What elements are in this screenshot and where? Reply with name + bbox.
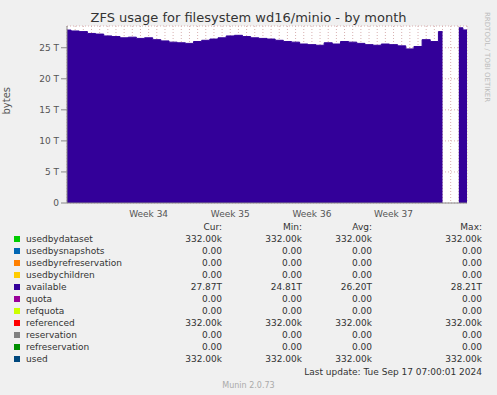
html-text:332.00k: 332.00k bbox=[185, 234, 222, 244]
html-text:Cur:: Cur: bbox=[203, 222, 222, 232]
svg-text:Week 34: Week 34 bbox=[129, 209, 168, 219]
html-text:0.00: 0.00 bbox=[352, 294, 372, 304]
html-text:0.00: 0.00 bbox=[352, 246, 372, 256]
html-text:usedbyrefreservation: usedbyrefreservation bbox=[26, 258, 122, 268]
html-text:0.00: 0.00 bbox=[462, 330, 482, 340]
html-text:0.00: 0.00 bbox=[352, 306, 372, 316]
svg-text:5 T: 5 T bbox=[45, 167, 60, 177]
html-text:0.00: 0.00 bbox=[462, 246, 482, 256]
html-text:referenced: referenced bbox=[26, 318, 75, 328]
html-text:332.00k: 332.00k bbox=[445, 234, 482, 244]
svg-text:Week 36: Week 36 bbox=[292, 209, 331, 219]
html-text:refquota: refquota bbox=[26, 306, 65, 316]
html-text:0.00: 0.00 bbox=[352, 330, 372, 340]
html-text:0.00: 0.00 bbox=[462, 306, 482, 316]
html-text:reservation: reservation bbox=[26, 330, 77, 340]
html-text:0.00: 0.00 bbox=[202, 330, 222, 340]
html-text:0.00: 0.00 bbox=[282, 294, 302, 304]
html-text:0.00: 0.00 bbox=[282, 258, 302, 268]
html-text:Avg:: Avg: bbox=[352, 222, 372, 232]
html-text:RRDTOOL / TOBI OETIKER: RRDTOOL / TOBI OETIKER bbox=[483, 12, 491, 103]
svg-text:bytes: bytes bbox=[8, 87, 12, 115]
html-text:Min:: Min: bbox=[283, 222, 302, 232]
html-text:0.00: 0.00 bbox=[352, 342, 372, 352]
html-text:0.00: 0.00 bbox=[202, 294, 222, 304]
html-text:0.00: 0.00 bbox=[202, 306, 222, 316]
html-text:332.00k: 332.00k bbox=[445, 318, 482, 328]
html-text:0.00: 0.00 bbox=[462, 258, 482, 268]
svg-text:Week 35: Week 35 bbox=[211, 209, 250, 219]
html-text:332.00k: 332.00k bbox=[445, 354, 482, 364]
html-text:0.00: 0.00 bbox=[282, 342, 302, 352]
html-text:0.00: 0.00 bbox=[352, 270, 372, 280]
html-text:0.00: 0.00 bbox=[282, 270, 302, 280]
html-text:0.00: 0.00 bbox=[202, 246, 222, 256]
html-text:used: used bbox=[26, 354, 48, 364]
html-text:27.87T: 27.87T bbox=[190, 282, 222, 292]
svg-text:20 T: 20 T bbox=[39, 74, 59, 84]
html-text:332.00k: 332.00k bbox=[185, 354, 222, 364]
html-text:26.20T: 26.20T bbox=[340, 282, 372, 292]
html-text:Last update: Tue Sep 17 07:00:: Last update: Tue Sep 17 07:00:01 2024 bbox=[304, 367, 482, 377]
svg-text:Week 37: Week 37 bbox=[374, 209, 413, 219]
html-text:refreservation: refreservation bbox=[26, 342, 90, 352]
html-text:Max:: Max: bbox=[460, 222, 482, 232]
html-text:24.81T: 24.81T bbox=[270, 282, 302, 292]
svg-text:0: 0 bbox=[53, 198, 59, 208]
svg-text:10 T: 10 T bbox=[39, 136, 59, 146]
html-text:332.00k: 332.00k bbox=[265, 318, 302, 328]
html-text:332.00k: 332.00k bbox=[335, 234, 372, 244]
html-text:332.00k: 332.00k bbox=[265, 234, 302, 244]
html-text:usedbychildren: usedbychildren bbox=[26, 270, 95, 280]
html-text:Munin 2.0.73: Munin 2.0.73 bbox=[222, 381, 275, 390]
html-text:332.00k: 332.00k bbox=[185, 318, 222, 328]
svg-text:15 T: 15 T bbox=[39, 105, 59, 115]
html-text:0.00: 0.00 bbox=[462, 270, 482, 280]
html-text:0.00: 0.00 bbox=[462, 342, 482, 352]
html-text:0.00: 0.00 bbox=[202, 258, 222, 268]
html-text:available: available bbox=[26, 282, 67, 292]
html-text:0.00: 0.00 bbox=[282, 246, 302, 256]
html-text:332.00k: 332.00k bbox=[265, 354, 302, 364]
html-text:0.00: 0.00 bbox=[462, 294, 482, 304]
html-text:ZFS usage for filesystem wd16/: ZFS usage for filesystem wd16/minio - by… bbox=[90, 10, 407, 25]
html-text:0.00: 0.00 bbox=[282, 330, 302, 340]
html-text:332.00k: 332.00k bbox=[335, 354, 372, 364]
html-text:usedbysnapshots: usedbysnapshots bbox=[26, 246, 105, 256]
html-text:0.00: 0.00 bbox=[352, 258, 372, 268]
html-text:usedbydataset: usedbydataset bbox=[26, 234, 93, 244]
html-text:28.21T: 28.21T bbox=[450, 282, 482, 292]
html-text:332.00k: 332.00k bbox=[335, 318, 372, 328]
html-text:quota: quota bbox=[26, 294, 52, 304]
html-text:0.00: 0.00 bbox=[202, 270, 222, 280]
html-text:0.00: 0.00 bbox=[282, 306, 302, 316]
svg-text:25 T: 25 T bbox=[39, 43, 59, 53]
html-text:0.00: 0.00 bbox=[202, 342, 222, 352]
